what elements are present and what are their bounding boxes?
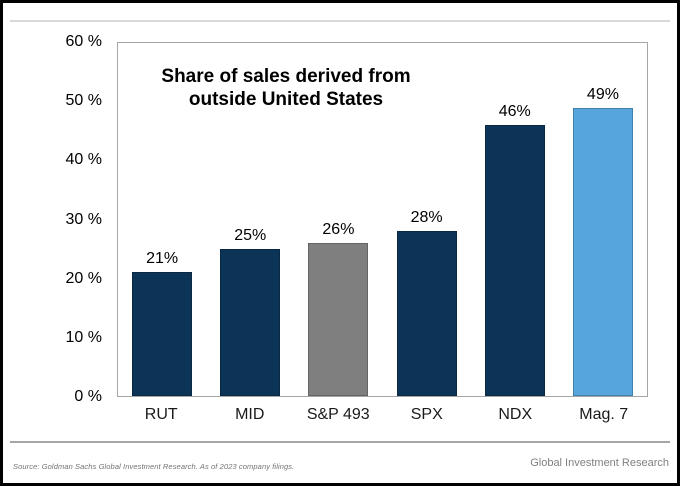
y-tick-label: 20 % (65, 269, 102, 287)
bar (484, 125, 545, 396)
bar-value-label: 25% (234, 226, 267, 244)
bar (572, 107, 633, 396)
x-axis-label: NDX (498, 406, 533, 423)
bar-column-spx: 28% (383, 43, 471, 396)
bar-value-label: 28% (410, 209, 443, 227)
y-axis: 0 % 10 % 20 % 30 % 40 % 50 % 60 % (3, 3, 102, 423)
plot-area: 21% 25% 26% 28% 46% 49% (117, 42, 648, 397)
x-axis-label: MID (235, 406, 265, 423)
y-tick-label: 40 % (65, 151, 102, 169)
bar-value-label: 21% (146, 250, 179, 268)
bar-column-mag-7: 49% (559, 43, 647, 396)
bar (132, 272, 193, 396)
bar-value-label: 49% (586, 85, 619, 103)
bar-column-rut: 21% (118, 43, 206, 396)
bar-column-mid: 25% (206, 43, 294, 396)
y-tick-label: 60 % (65, 33, 102, 50)
bar (308, 243, 369, 396)
y-tick-label: 10 % (65, 328, 102, 346)
x-axis-label: Mag. 7 (579, 406, 629, 423)
top-divider (10, 20, 670, 22)
y-tick-label: 50 % (65, 92, 102, 110)
bottom-divider (10, 441, 670, 443)
y-tick-label: 30 % (65, 210, 102, 228)
bar-value-label: 46% (498, 103, 531, 121)
bar-column-ndx: 46% (471, 43, 559, 396)
x-axis-label: S&P 493 (306, 406, 370, 423)
x-axis-label: RUT (144, 406, 178, 423)
bar-value-label: 26% (322, 221, 355, 239)
chart-title-line2: outside United States (188, 89, 384, 110)
x-axis-label: SPX (410, 406, 443, 423)
branding-label: Global Investment Research (530, 457, 669, 469)
bar (396, 231, 457, 396)
chart-title: Share of sales derived from outside Unit… (143, 65, 429, 111)
chart-title-line1: Share of sales derived from (161, 66, 411, 87)
x-axis-labels: RUT MID S&P 493 SPX NDX Mag. 7 (117, 404, 648, 426)
bar-column-s-p-493: 26% (294, 43, 382, 396)
bar (220, 248, 281, 396)
source-note: Source: Goldman Sachs Global Investment … (13, 462, 295, 471)
y-tick-label: 0 % (74, 388, 102, 405)
